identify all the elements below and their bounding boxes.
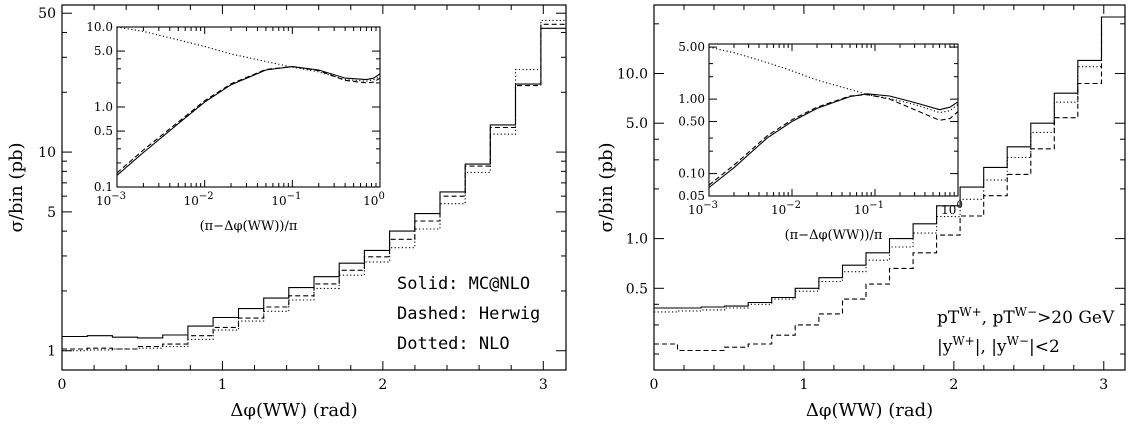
- series-nlo-line: [62, 19, 567, 352]
- inset-x-tick-label: 100: [363, 191, 385, 208]
- inset-plot: 10−3 10−2 10−1 100 0.05 0.10 0.50 1.00 5.00 (π−Δφ…: [678, 40, 963, 243]
- y-tick-label: 10.0: [617, 67, 648, 83]
- inset-y-tick-label: 0.05: [678, 189, 705, 203]
- plot-frame: [653, 4, 1126, 371]
- inset-frame: [708, 43, 959, 197]
- y-tick-label: 10: [38, 145, 56, 161]
- x-tick-label: 3: [539, 377, 548, 393]
- inset-x-tick-label: 10−1: [854, 200, 884, 217]
- x-tick-label: 2: [949, 377, 958, 393]
- x-axis-label: Δφ(WW) (rad): [806, 400, 933, 421]
- inset-series-nlo-line: [116, 26, 381, 82]
- y-axis-label: σ/bin (pb): [6, 142, 27, 232]
- inset-y-tick-label: 0.10: [678, 167, 705, 181]
- chart-panel-1: 0 1 2 3 1 5 10 50 Δφ(WW) (rad) σ/bin (pb) 10−3 10−2…: [6, 4, 567, 421]
- legend-entry: Solid: MC@NLO: [397, 274, 530, 294]
- cut-annotation-line-1: pTW+, pTW−>20 GeV: [937, 305, 1115, 328]
- inset-x-tick-label: 10−3: [688, 200, 718, 217]
- cut-annotation-line-2: |yW+|, |yW−|<2: [937, 334, 1060, 357]
- inset-series-nlo-line: [708, 46, 959, 114]
- plot-frame: [61, 4, 567, 371]
- legend-entry: Dotted: NLO: [397, 334, 510, 354]
- inset-y-tick-label: 10.0: [86, 20, 113, 34]
- x-tick-label: 0: [650, 377, 659, 393]
- x-tick-label: 1: [218, 377, 227, 393]
- inset-y-tick-label: 0.50: [678, 115, 705, 129]
- inset-plot: 10−3 10−2 10−1 100 0.1 0.5 1.0 5.0 10.0 (π−Δφ(WW)…: [86, 20, 385, 234]
- inset-series-herwig-line: [116, 66, 381, 174]
- inset-x-tick-label: 10−3: [96, 191, 126, 208]
- inset-y-tick-label: 1.0: [94, 100, 113, 114]
- y-tick-label: 0.5: [626, 281, 648, 297]
- series-herwig-line: [62, 23, 567, 350]
- inset-y-tick-label: 0.1: [94, 180, 113, 194]
- y-tick-label: 1.0: [626, 232, 648, 248]
- x-tick-label: 1: [799, 377, 808, 393]
- series-mc-nlo-line: [62, 27, 567, 339]
- y-tick-label: 5.0: [626, 116, 648, 132]
- y-axis-label: σ/bin (pb): [596, 142, 617, 232]
- y-tick-label: 1: [47, 344, 56, 360]
- x-tick-label: 2: [378, 377, 387, 393]
- chart-panel-2: 0 1 2 3 0.5 1.0 5.0 10.0 Δφ(WW) (rad) σ/bin (pb) 1…: [596, 4, 1126, 421]
- inset-y-tick-label: 5.00: [678, 40, 705, 54]
- inset-x-tick-label: 10−2: [771, 200, 801, 217]
- inset-x-tick-label: 10−1: [271, 191, 301, 208]
- inset-x-axis-label: (π−Δφ(WW))/π: [785, 228, 883, 243]
- inset-x-axis-label: (π−Δφ(WW))/π: [200, 219, 298, 234]
- inset-frame: [116, 26, 381, 188]
- inset-x-tick-label: 10−2: [184, 191, 214, 208]
- x-tick-label: 0: [58, 377, 67, 393]
- x-tick-label: 3: [1099, 377, 1108, 393]
- y-tick-label: 50: [38, 6, 56, 22]
- series-herwig-line: [654, 16, 1126, 352]
- inset-y-tick-label: 5.0: [94, 44, 113, 58]
- inset-x-tick-label: 100: [941, 200, 963, 217]
- inset-y-tick-label: 0.5: [94, 124, 113, 138]
- legend-entry: Dashed: Herwig: [397, 304, 540, 324]
- inset-series-herwig-line: [708, 94, 959, 186]
- y-tick-label: 5: [47, 205, 56, 221]
- inset-y-tick-label: 1.00: [678, 92, 705, 106]
- x-axis-label: Δφ(WW) (rad): [230, 400, 357, 421]
